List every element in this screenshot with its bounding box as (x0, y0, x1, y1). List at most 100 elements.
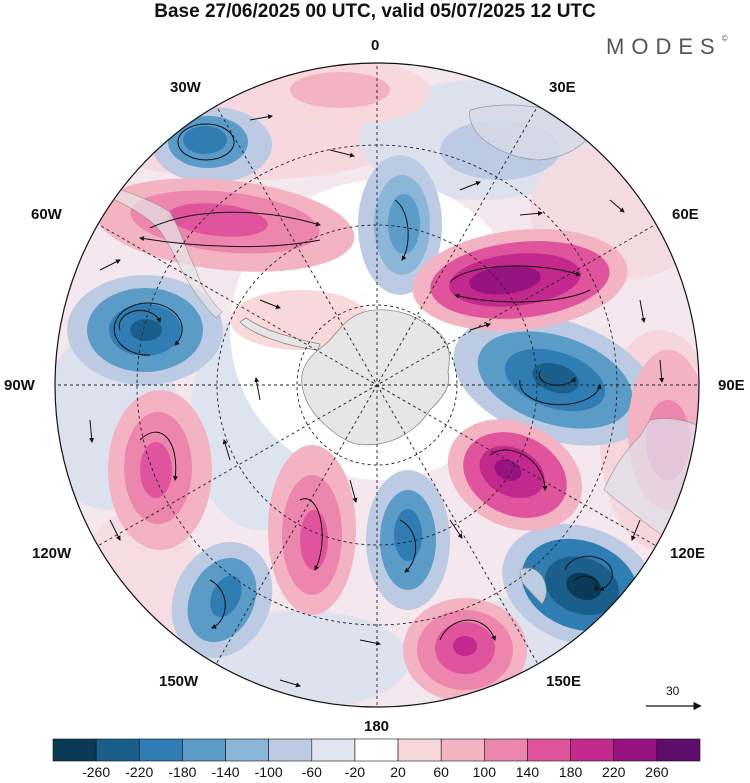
colorbar-swatch (656, 738, 701, 762)
vec-p (359, 639, 381, 646)
colorbar-swatch (52, 738, 97, 762)
meridian-60e (95, 222, 659, 548)
flow-ring-4 (519, 379, 602, 406)
colorbar-tick-label: -60 (301, 764, 322, 780)
lon-label-90e: 90E (718, 377, 745, 394)
vec-j (109, 519, 121, 541)
vec-o (631, 519, 641, 541)
flow-ring-5 (538, 371, 576, 386)
high-120w (108, 390, 212, 550)
vec-t (469, 322, 491, 331)
lon-label-60e: 60E (672, 206, 699, 223)
lon-label-150e: 150E (546, 673, 582, 690)
flow-15 (489, 449, 548, 491)
map-border (54, 62, 700, 708)
flow-10 (209, 579, 226, 629)
lon-label-120w: 120W (32, 545, 72, 562)
flow-ring-6 (564, 555, 613, 591)
colorbar-swatch (268, 738, 313, 762)
vec-q (279, 679, 301, 688)
lon-label-180: 180 (364, 718, 390, 735)
colorbar-swatch (613, 738, 658, 762)
high-bellingshausen (268, 445, 356, 615)
flow-12 (454, 289, 591, 303)
low-south-indian (453, 314, 657, 446)
flow-8 (394, 199, 409, 261)
copyright-mark: © (721, 34, 728, 43)
colorbar-tick-label: -220 (125, 764, 154, 780)
flow-ring-1 (177, 123, 235, 161)
vec-e (609, 199, 625, 213)
flow-ring-3 (118, 310, 162, 331)
flow-ring-7 (574, 575, 600, 591)
vec-s (259, 299, 281, 309)
vec-c (459, 181, 481, 191)
vec-b (329, 149, 355, 158)
modes-logo: MODES© (606, 34, 728, 60)
colorbar-swatch (225, 738, 269, 762)
flow-17 (139, 431, 178, 481)
flow-11 (449, 265, 581, 283)
vec-l (254, 377, 261, 401)
vec-n (449, 519, 463, 539)
vec-k (222, 439, 231, 461)
colorbar-tick-label: -100 (254, 764, 283, 780)
colorbar-swatch (354, 738, 399, 762)
low-ross-sea (366, 470, 450, 610)
high-north-zero (270, 63, 430, 124)
vec-i (89, 419, 95, 443)
colorbar-swatch (95, 738, 140, 762)
flow-13 (149, 211, 321, 229)
colorbar-tick-label: -140 (211, 764, 240, 780)
flow-14 (139, 236, 321, 248)
colorbar-swatch (182, 738, 226, 762)
lat-circle-60 (216, 224, 538, 546)
colorbar-tick-label: -20 (344, 764, 366, 780)
vec-d (519, 210, 543, 216)
flow-16 (439, 619, 497, 641)
low-drake (67, 275, 223, 385)
colorbar-tick-label: 60 (433, 764, 449, 780)
colorbar-tick-label: 20 (390, 764, 406, 780)
vec-a (249, 114, 273, 121)
flow-18 (299, 498, 323, 571)
colorbar-tick-label: -260 (82, 764, 111, 780)
colorbar-swatch (138, 738, 183, 762)
high-indian (412, 229, 628, 331)
colorbar-tick-label: 180 (558, 764, 583, 780)
vec-h (99, 259, 121, 271)
colorbar (52, 738, 701, 762)
vec-f (639, 299, 646, 323)
colorbar-swatch (527, 738, 571, 762)
colorbar-swatch (440, 738, 485, 762)
high-south-atlantic (95, 178, 355, 272)
vec-m (349, 479, 358, 503)
new-zealand (519, 567, 547, 605)
antarctic-peninsula (239, 317, 321, 351)
lon-label-150w: 150W (159, 673, 199, 690)
lon-label-120e: 120E (670, 545, 706, 562)
reference-vector-label: 30 (666, 684, 680, 698)
colorbar-tick-label: 140 (515, 764, 540, 780)
flow-ring-2 (113, 302, 183, 356)
vec-g (659, 359, 665, 383)
high-west-australia (447, 419, 583, 531)
colorbar-tick-label: 220 (602, 764, 626, 780)
colorbar-swatch (397, 738, 442, 762)
lon-label-30e: 30E (549, 79, 576, 96)
colorbar-swatch (311, 738, 356, 762)
low-pacific (171, 541, 273, 659)
colorbar-swatch (570, 738, 615, 762)
lon-label-90w: 90W (4, 377, 35, 394)
colorbar-tick-label: 260 (645, 764, 669, 780)
wind-vectors (89, 114, 665, 688)
lon-label-30w: 30W (170, 79, 201, 96)
map-title: Base 27/06/2025 00 UTC, valid 05/07/2025… (154, 1, 596, 22)
lon-label-60w: 60W (31, 206, 62, 223)
colorbar-tick-label: -180 (168, 764, 197, 780)
colorbar-tick-label: 100 (472, 764, 497, 780)
lon-label-0: 0 (371, 37, 380, 54)
colorbar-swatch (484, 738, 528, 762)
low-west-weddell (358, 155, 442, 295)
